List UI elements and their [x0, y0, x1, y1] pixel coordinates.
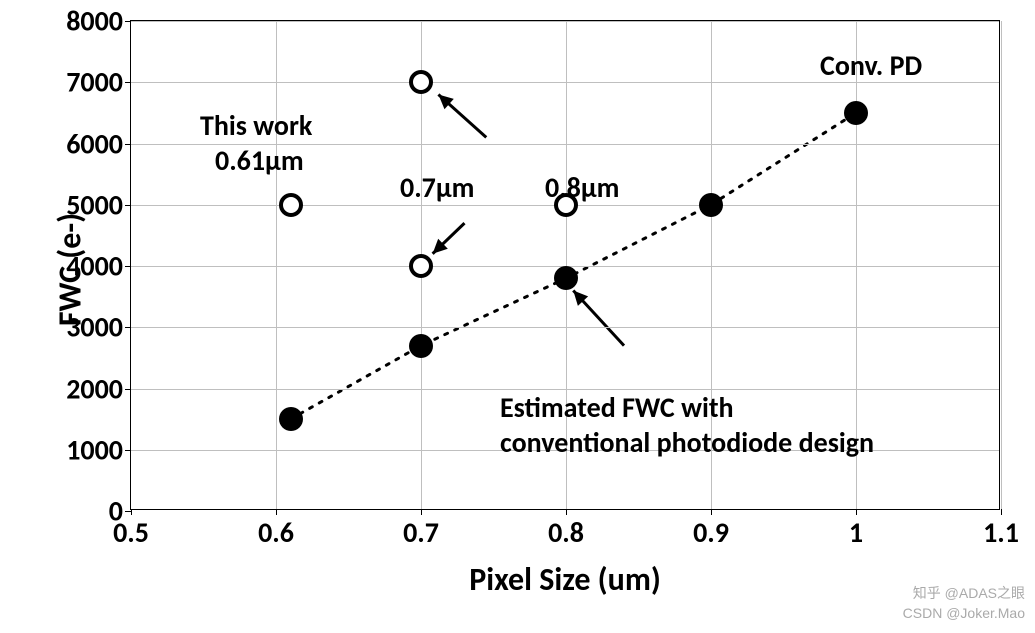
- y-tick-label: 1000: [66, 432, 123, 467]
- watermark-zhihu: 知乎 @ADAS之眼: [913, 583, 1025, 603]
- x-tick-label: 1: [849, 515, 863, 550]
- y-tick-mark: [125, 266, 131, 267]
- conventional-marker: [844, 101, 868, 125]
- arrow-this-work-lower-head: [433, 239, 448, 254]
- watermark-csdn: CSDN @Joker.Mao: [903, 605, 1025, 621]
- y-tick-mark: [125, 205, 131, 206]
- conventional-marker: [279, 407, 303, 431]
- x-tick-label: 1.1: [983, 515, 1019, 550]
- grid-line-horizontal: [131, 327, 999, 328]
- y-tick-mark: [125, 21, 131, 22]
- y-tick-label: 6000: [66, 126, 123, 161]
- y-tick-label: 3000: [66, 310, 123, 345]
- conventional-marker: [699, 193, 723, 217]
- y-tick-label: 2000: [66, 371, 123, 406]
- this-work-marker: [409, 70, 433, 94]
- x-tick-label: 0.9: [693, 515, 729, 550]
- y-tick-mark: [125, 450, 131, 451]
- y-tick-mark: [125, 389, 131, 390]
- x-tick-label: 0.7: [403, 515, 439, 550]
- x-axis-title: Pixel Size (um): [469, 560, 661, 599]
- annotation-estimated-l1: Estimated FWC with: [500, 390, 734, 425]
- conventional-marker: [409, 334, 433, 358]
- grid-line-vertical: [1001, 21, 1002, 509]
- y-tick-mark: [125, 82, 131, 83]
- conventional-marker: [554, 266, 578, 290]
- arrow-this-work-upper: [438, 95, 486, 138]
- x-tick-label: 0.8: [548, 515, 584, 550]
- arrow-estimated: [573, 291, 624, 346]
- annotation-this-work-l1: This work: [200, 108, 312, 143]
- arrow-this-work-lower: [433, 223, 465, 254]
- annotation-estimated-l2: conventional photodiode design: [500, 425, 874, 460]
- arrow-this-work-upper-head: [438, 95, 453, 110]
- x-tick-label: 0.6: [258, 515, 294, 550]
- y-tick-label: 8000: [66, 4, 123, 39]
- y-tick-mark: [125, 327, 131, 328]
- y-tick-label: 5000: [66, 187, 123, 222]
- annotation-this-work-l2: 0.61μm: [215, 143, 304, 178]
- chart-container: FWC (e-) Pixel Size (um) 010002000300040…: [0, 0, 1035, 633]
- this-work-marker: [279, 193, 303, 217]
- grid-line-horizontal: [131, 21, 999, 22]
- annotation-0-8um: 0.8μm: [545, 170, 619, 205]
- this-work-marker: [409, 254, 433, 278]
- y-tick-label: 7000: [66, 65, 123, 100]
- arrow-estimated-head: [573, 291, 588, 306]
- x-tick-label: 0.5: [113, 515, 149, 550]
- y-tick-label: 4000: [66, 249, 123, 284]
- annotation-conv-pd: Conv. PD: [820, 48, 922, 83]
- annotation-0-7um: 0.7μm: [400, 170, 474, 205]
- y-tick-mark: [125, 144, 131, 145]
- grid-line-vertical: [276, 21, 277, 509]
